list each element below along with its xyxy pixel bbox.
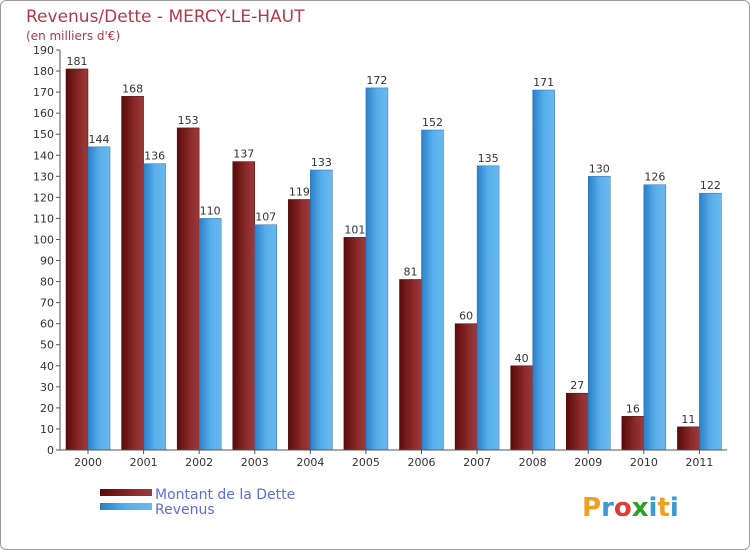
y-tick-label: 170: [33, 86, 54, 99]
y-tick-label: 130: [33, 170, 54, 183]
bar-revenus: [588, 176, 611, 451]
bar-debt: [399, 279, 422, 451]
bar-revenus: [143, 163, 166, 451]
value-label-debt: 119: [289, 185, 310, 198]
chart-title: Revenus/Dette - MERCY-LE-HAUT: [26, 7, 305, 27]
value-label-revenus: 122: [700, 179, 721, 192]
bar-debt: [621, 416, 645, 451]
bar-debt: [176, 127, 200, 451]
proxiti-logo: Proxiti: [582, 493, 679, 523]
bar-debt: [232, 161, 255, 451]
bar-revenus: [532, 89, 555, 451]
bar-revenus: [699, 192, 722, 451]
x-tick-label: 2004: [296, 456, 324, 469]
value-label-revenus: 110: [200, 204, 221, 217]
bar-debt: [121, 96, 144, 451]
legend-swatch-revenus: [100, 503, 152, 510]
x-tick-label: 2009: [574, 456, 602, 469]
x-tick-label: 2002: [185, 456, 213, 469]
logo-letter: r: [601, 493, 614, 523]
bar-debt: [566, 392, 589, 451]
y-tick-label: 60: [40, 318, 54, 331]
value-label-revenus: 171: [533, 76, 554, 89]
bar-revenus: [643, 184, 667, 451]
bar-debt: [343, 237, 367, 451]
value-label-revenus: 107: [255, 211, 276, 224]
x-tick-label: 2007: [463, 456, 491, 469]
bar-revenus: [87, 146, 111, 451]
bar-revenus: [310, 169, 333, 451]
bar-revenus: [254, 224, 277, 451]
y-tick-label: 150: [33, 128, 54, 141]
y-tick-label: 30: [40, 381, 54, 394]
value-label-revenus: 172: [366, 74, 387, 87]
x-tick-label: 2008: [519, 456, 547, 469]
logo-letter: o: [614, 493, 632, 523]
value-label-revenus: 152: [422, 116, 443, 129]
x-tick-label: 2006: [408, 456, 436, 469]
y-tick-label: 90: [40, 255, 54, 268]
bar-debt: [65, 68, 89, 451]
value-label-debt: 16: [626, 402, 640, 415]
legend-swatch-debt: [100, 489, 152, 496]
bar-revenus: [476, 165, 500, 451]
y-axis: 0 10 20 30 40 50 60 70 80 90 100 110 120 130 140 150 160…: [33, 44, 61, 457]
value-label-debt: 101: [344, 223, 365, 236]
value-label-revenus: 133: [311, 156, 332, 169]
legend: Montant de la Dette Revenus: [100, 487, 295, 518]
y-tick-label: 180: [33, 65, 54, 78]
y-tick-label: 160: [33, 107, 54, 120]
y-tick-label: 120: [33, 191, 54, 204]
value-label-debt: 11: [681, 413, 695, 426]
y-tick-label: 0: [47, 444, 54, 457]
value-label-debt: 181: [67, 55, 88, 68]
y-tick-label: 110: [33, 212, 54, 225]
x-tick-label: 2011: [685, 456, 713, 469]
y-tick-label: 50: [40, 339, 54, 352]
legend-label-debt: Montant de la Dette: [155, 487, 295, 503]
value-label-revenus: 136: [144, 150, 165, 163]
y-tick-label: 40: [40, 360, 54, 373]
x-tick-label: 2001: [130, 456, 158, 469]
logo-letter: i: [670, 493, 679, 523]
value-label-debt: 168: [122, 82, 143, 95]
y-tick-label: 70: [40, 297, 54, 310]
value-label-debt: 40: [515, 352, 529, 365]
logo-letter: i: [649, 493, 658, 523]
y-tick-label: 140: [33, 149, 54, 162]
value-label-debt: 137: [233, 148, 254, 161]
bar-debt: [454, 323, 478, 451]
bar-revenus: [198, 218, 222, 451]
bar-debt: [677, 426, 700, 451]
value-label-debt: 60: [459, 310, 473, 323]
value-label-debt: 27: [570, 379, 584, 392]
x-axis: 2000 2001 2002 2003 2004 2005 2006 2007 2008 2009…: [60, 449, 727, 469]
value-label-debt: 153: [178, 114, 199, 127]
x-tick-label: 2005: [352, 456, 380, 469]
value-label-revenus: 144: [89, 133, 110, 146]
chart-subtitle: (en milliers d'€): [26, 29, 120, 43]
value-label-revenus: 126: [644, 171, 665, 184]
y-tick-label: 10: [40, 423, 54, 436]
bar-revenus: [365, 87, 389, 451]
y-tick-label: 20: [40, 402, 54, 415]
value-label-revenus: 135: [478, 152, 499, 165]
bars-group: 181 144 168 136 153 110 137 107 119 133 101 172 81 15…: [65, 55, 722, 451]
value-label-debt: 81: [404, 265, 418, 278]
value-label-revenus: 130: [589, 162, 610, 175]
bar-revenus: [421, 129, 444, 451]
legend-label-revenus: Revenus: [155, 502, 215, 518]
x-tick-label: 2000: [74, 456, 102, 469]
logo-letter: x: [632, 493, 649, 523]
bar-debt: [288, 199, 311, 451]
x-tick-label: 2003: [241, 456, 269, 469]
logo-letter: P: [582, 493, 601, 523]
x-tick-label: 2010: [630, 456, 658, 469]
logo-letter: t: [657, 493, 669, 523]
y-tick-label: 100: [33, 233, 54, 246]
y-tick-label: 190: [33, 44, 54, 57]
y-tick-label: 80: [40, 276, 54, 289]
bar-debt: [510, 365, 533, 451]
